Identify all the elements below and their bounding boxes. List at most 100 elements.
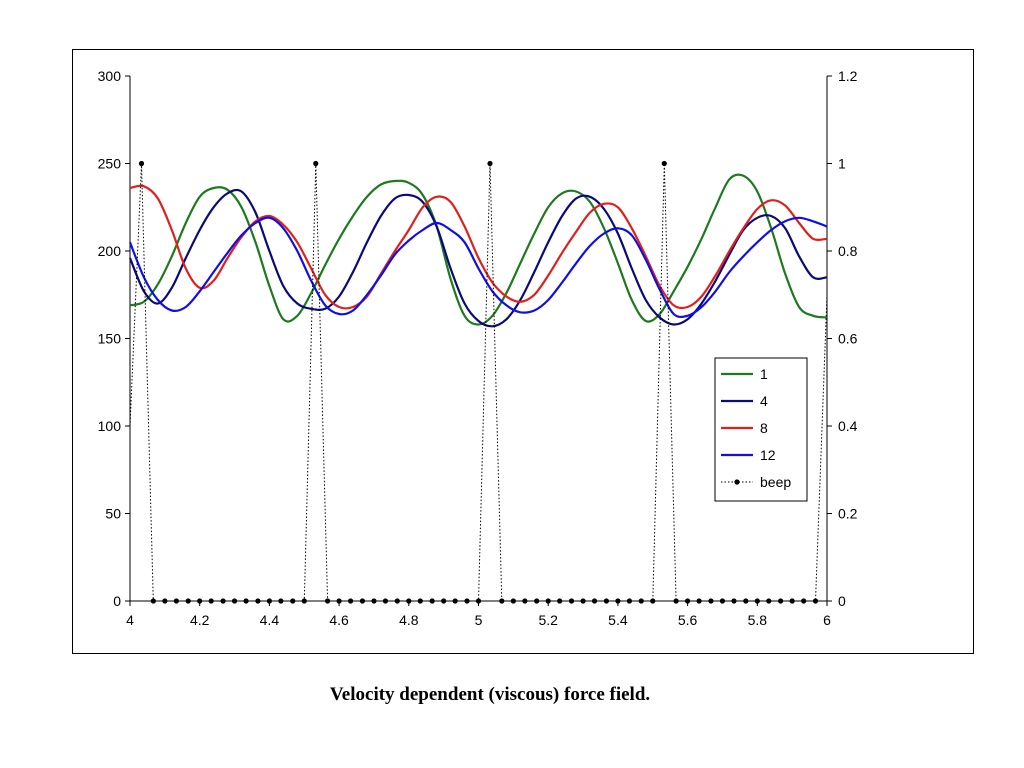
beep-marker (382, 598, 389, 604)
y-left-tick-label: 150 (98, 331, 122, 347)
chart-legend: 1 4 8 12 beep (714, 357, 808, 502)
x-tick-label: 4.4 (260, 612, 280, 628)
beep-marker (417, 598, 423, 604)
y-left-tick-label: 50 (105, 506, 121, 522)
beep-marker (162, 598, 168, 604)
y-right-tick-label: 0.8 (838, 243, 858, 259)
beep-marker (696, 598, 702, 604)
beep-marker (591, 598, 598, 604)
beep-marker (673, 598, 679, 604)
series-line-12 (128, 216, 828, 319)
figure-caption: Velocity dependent (viscous) force field… (329, 684, 651, 705)
beep-marker (464, 598, 470, 604)
beep-marker (301, 598, 307, 604)
y-right-tick-label: 0.6 (838, 331, 858, 347)
beep-marker (231, 598, 238, 604)
beep-marker (324, 598, 331, 604)
series-line-4 (128, 188, 828, 328)
beep-marker (487, 160, 493, 167)
legend-label-beep: beep (760, 474, 791, 490)
beep-marker (603, 598, 609, 604)
beep-marker (266, 598, 272, 604)
beep-marker (534, 598, 540, 604)
x-tick-label: 5.6 (678, 612, 698, 628)
beep-marker (441, 598, 447, 604)
beep-marker (557, 598, 563, 604)
beep-marker (685, 598, 691, 604)
beep-marker (708, 598, 714, 604)
beep-marker (278, 598, 284, 604)
beep-marker (766, 598, 772, 604)
beep-marker (348, 598, 354, 604)
beep-marker (499, 598, 505, 604)
beep-marker (220, 598, 226, 604)
x-tick-label: 4.8 (399, 612, 419, 628)
beep-marker (336, 598, 342, 604)
series-line-1 (129, 173, 828, 326)
beep-marker (568, 598, 575, 604)
x-tick-label: 4.6 (329, 612, 349, 628)
y-right-tick-label: 1 (838, 156, 846, 172)
legend-box (714, 357, 808, 502)
x-tick-label: 4 (126, 612, 134, 628)
beep-marker (754, 598, 760, 604)
beep-marker (626, 598, 633, 604)
beep-marker (545, 598, 551, 604)
y-right-tick-label: 0.4 (838, 418, 858, 434)
beep-marker (208, 598, 214, 604)
x-tick-label: 5.8 (748, 612, 768, 628)
chart-series (128, 160, 828, 604)
y-right-tick-label: 0 (838, 593, 846, 609)
beep-marker (522, 598, 528, 604)
beep-marker (429, 598, 435, 604)
beep-marker (789, 598, 795, 604)
chart-axes: 4 4.2 4.4 4.6 4.8 5 5.2 5.4 5.6 5.8 60501001502002… (98, 68, 858, 628)
beep-marker (719, 598, 726, 604)
chart: 4 4.2 4.4 4.6 4.8 5 5.2 5.4 5.6 5.8 60501001502002… (98, 68, 858, 628)
beep-marker (313, 160, 319, 167)
beep-marker (452, 598, 458, 604)
beep-marker (580, 598, 586, 604)
series-line-8 (129, 184, 828, 310)
x-tick-label: 5.2 (538, 612, 558, 628)
beep-marker (650, 598, 656, 604)
beep-marker (812, 598, 819, 604)
beep-marker (638, 598, 644, 604)
beep-marker (394, 598, 400, 604)
legend-label-4: 4 (760, 393, 768, 409)
x-tick-label: 4.2 (190, 612, 210, 628)
beep-marker (731, 598, 737, 604)
beep-marker (371, 598, 377, 604)
beep-marker (778, 598, 784, 604)
beep-marker (243, 598, 249, 604)
beep-marker (510, 598, 516, 604)
beep-marker (475, 598, 482, 604)
legend-label-1: 1 (760, 366, 768, 382)
y-right-tick-label: 1.2 (838, 68, 858, 84)
x-tick-label: 5 (475, 612, 483, 628)
beep-marker (359, 598, 366, 604)
y-right-tick-label: 0.2 (838, 506, 858, 522)
legend-label-12: 12 (760, 447, 776, 463)
beep-marker (406, 598, 412, 604)
beep-marker (255, 598, 261, 604)
x-tick-label: 6 (823, 612, 831, 628)
y-left-tick-label: 200 (98, 243, 122, 259)
beep-marker (185, 598, 191, 604)
beep-marker (661, 160, 667, 167)
y-left-tick-label: 250 (98, 156, 122, 172)
beep-marker (801, 598, 807, 604)
beep-marker (197, 598, 203, 604)
beep-marker (150, 598, 156, 604)
y-left-tick-label: 300 (98, 68, 122, 84)
beep-marker (138, 160, 145, 167)
legend-marker-beep (734, 479, 740, 485)
beep-marker (615, 598, 621, 604)
beep-marker (173, 598, 179, 604)
beep-marker (743, 598, 749, 604)
y-left-tick-label: 0 (113, 593, 121, 609)
legend-label-8: 8 (760, 420, 768, 436)
beep-marker (290, 598, 296, 604)
x-tick-label: 5.4 (608, 612, 628, 628)
y-left-tick-label: 100 (98, 418, 122, 434)
